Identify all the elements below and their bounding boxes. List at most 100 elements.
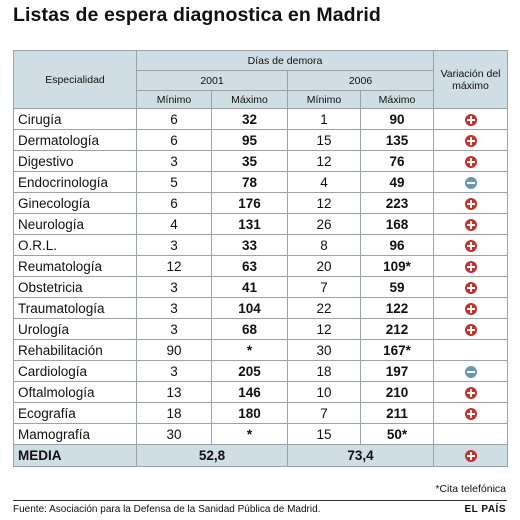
variation-cell [433,171,509,193]
specialty-cell: Traumatología [13,297,137,319]
specialty-cell: Ecografía [13,402,137,424]
max-2001-header: Máximo [211,90,288,109]
table-row: Obstetricia 3 41 7 59 [13,276,509,298]
specialty-cell: Dermatología [13,129,137,151]
table-row: Dermatología 6 95 15 135 [13,129,509,151]
max-2001-cell: 131 [211,213,288,235]
max-2006-cell: 197 [359,360,435,382]
specialty-cell: Oftalmología [13,381,137,403]
increase-icon [464,218,477,231]
increase-icon [464,155,477,168]
min-2006-cell: 12 [287,192,361,214]
table-row: Mamografía 30 * 15 50* [13,423,509,445]
specialty-cell: Reumatología [13,255,137,277]
min-2001-cell: 30 [136,423,212,445]
max-2001-cell: 95 [211,129,288,151]
min-2001-cell: 3 [136,318,212,340]
increase-icon [464,260,477,273]
table-row: Digestivo 3 35 12 76 [13,150,509,172]
increase-icon [464,134,477,147]
increase-icon [464,281,477,294]
min-2006-cell: 8 [287,234,361,256]
increase-icon [464,407,477,420]
table-row: Ecografía 18 180 7 211 [13,402,509,424]
increase-icon [464,302,477,315]
specialty-cell: Cardiología [13,360,137,382]
variation-cell [433,108,509,130]
max-2001-cell: 68 [211,318,288,340]
max-2001-cell: 35 [211,150,288,172]
specialty-header: Especialidad [13,50,137,109]
max-2006-cell: 122 [359,297,435,319]
specialty-cell: Cirugía [13,108,137,130]
table-row: Reumatología 12 63 20 109* [13,255,509,277]
variation-cell [433,381,509,403]
min-2001-cell: 90 [136,339,212,361]
table-row: Urología 3 68 12 212 [13,318,509,340]
min-2001-cell: 13 [136,381,212,403]
variation-cell [433,297,509,319]
total-2006-cell: 73,4 [286,444,435,467]
min-2006-cell: 10 [287,381,361,403]
specialty-cell: Neurología [13,213,137,235]
increase-icon [464,386,477,399]
max-2006-header: Máximo [359,90,435,109]
min-2006-cell: 4 [287,171,361,193]
max-2006-cell: 76 [359,150,435,172]
year-2001-header: 2001 [136,70,288,91]
max-2001-cell: 205 [211,360,288,382]
table-row: Cardiología 3 205 18 197 [13,360,509,382]
min-2006-cell: 26 [287,213,361,235]
variation-cell [433,360,509,382]
min-2006-cell: 18 [287,360,361,382]
min-2006-cell: 7 [287,402,361,424]
min-2001-cell: 6 [136,192,212,214]
max-2001-cell: * [211,339,288,361]
table-row: Neurología 4 131 26 168 [13,213,509,235]
max-2006-cell: 211 [359,402,435,424]
increase-icon [464,239,477,252]
increase-icon [464,113,477,126]
max-2006-cell: 168 [359,213,435,235]
min-2006-cell: 15 [287,423,361,445]
min-2001-cell: 6 [136,108,212,130]
min-2001-cell: 3 [136,360,212,382]
min-2001-cell: 3 [136,234,212,256]
max-2006-cell: 49 [359,171,435,193]
table-row: Traumatología 3 104 22 122 [13,297,509,319]
variation-cell [433,339,509,361]
variation-cell [433,318,509,340]
variation-cell [433,192,509,214]
max-2006-cell: 210 [359,381,435,403]
variation-cell [433,402,509,424]
variation-cell [433,255,509,277]
decrease-icon [464,176,477,189]
specialty-cell: Endocrinología [13,171,137,193]
max-2006-cell: 212 [359,318,435,340]
max-2001-cell: * [211,423,288,445]
table-row: Cirugía 6 32 1 90 [13,108,509,130]
min-2001-cell: 3 [136,276,212,298]
source-text: Fuente: Asociación para la Defensa de la… [13,504,321,515]
max-2001-cell: 63 [211,255,288,277]
variation-cell [433,234,509,256]
max-2001-cell: 78 [211,171,288,193]
max-2001-cell: 32 [211,108,288,130]
min-2006-cell: 20 [287,255,361,277]
specialty-cell: O.R.L. [13,234,137,256]
max-2001-cell: 33 [211,234,288,256]
footnote: *Cita telefónica [435,483,506,495]
min-2001-cell: 5 [136,171,212,193]
variation-cell [433,129,509,151]
max-2006-cell: 59 [359,276,435,298]
min-2001-cell: 18 [136,402,212,424]
table-row: Ginecología 6 176 12 223 [13,192,509,214]
increase-icon [464,450,477,463]
variation-header: Variación del máximo [433,50,509,109]
increase-icon [464,197,477,210]
min-2001-cell: 12 [136,255,212,277]
max-2006-cell: 167* [359,339,435,361]
table-row: Endocrinología 5 78 4 49 [13,171,509,193]
total-variation-cell [433,444,509,467]
decrease-icon [464,365,477,378]
